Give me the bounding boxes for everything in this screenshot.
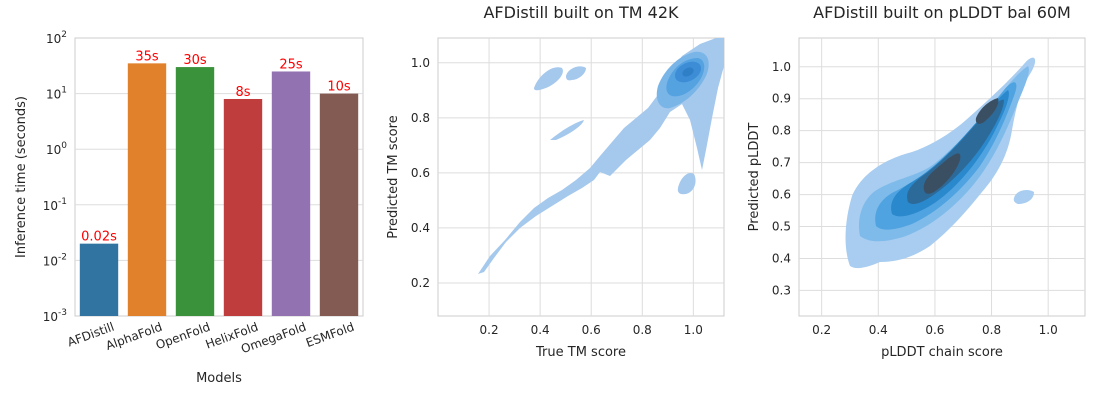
density-contours [478, 38, 724, 274]
density-contour-core-2 [975, 98, 999, 124]
y-axis-label: Predicted TM score [386, 115, 401, 238]
y-axis-label: Predicted pLDDT [747, 123, 762, 232]
y-tick-label: 0.6 [772, 188, 791, 202]
bar [271, 71, 311, 316]
grid [438, 38, 724, 316]
y-tick-label: 0.8 [772, 124, 791, 138]
y-tick-label: 1.0 [772, 60, 791, 74]
y-tick-label: 0.2 [411, 276, 430, 290]
chart-title: AFDistill built on pLDDT bal 60M [813, 3, 1071, 22]
density-contour-island-1 [534, 67, 563, 91]
x-tick-labels: 0.2 0.4 0.6 0.8 1.0 [812, 323, 1058, 337]
density-contour-island-4 [677, 172, 696, 195]
x-axis-label: Models [196, 371, 242, 386]
tm-score-density-chart: 0.2 0.4 0.6 0.8 1.0 0.2 0.4 0.6 0.8 1.0 AFDistil… [386, 3, 725, 360]
y-tick-label: 0.3 [772, 283, 791, 297]
x-tick-label: 0.8 [633, 323, 652, 337]
bars [79, 63, 359, 317]
bar [79, 243, 119, 316]
data-label: 35s [135, 49, 159, 64]
y-tick-label: 10-1 [43, 197, 67, 213]
x-tick-label: 0.6 [582, 323, 601, 337]
density-contour-island [1013, 190, 1034, 204]
data-label: 25s [279, 57, 303, 72]
x-axis-label: pLDDT chain score [881, 345, 1003, 360]
y-tick-label: 0.4 [772, 251, 791, 265]
y-tick-labels: 0.3 0.4 0.5 0.6 0.7 0.8 0.9 1.0 [772, 60, 791, 298]
data-label: 10s [327, 80, 351, 95]
density-contour-island-3 [550, 120, 584, 140]
x-tick-label: 1.0 [684, 323, 703, 337]
bar [319, 93, 359, 316]
y-tick-label: 1.0 [411, 56, 430, 70]
y-tick-label: 10-3 [43, 308, 67, 324]
data-labels: 0.02s 35s 30s 8s 25s 10s [81, 49, 351, 244]
x-tick-label: 0.6 [925, 323, 944, 337]
bar [127, 63, 167, 316]
data-label: 0.02s [81, 230, 117, 245]
inference-time-bar-chart: 10-3 10-2 10-1 100 101 102 AFDistillAlphaFold… [14, 30, 364, 386]
y-axis-label: Inference time (seconds) [14, 96, 29, 258]
y-tick-label: 0.4 [411, 221, 430, 235]
y-tick-label: 0.5 [772, 220, 791, 234]
y-tick-label: 102 [46, 30, 67, 46]
x-tick-labels: 0.2 0.4 0.6 0.8 1.0 [480, 323, 703, 337]
x-tick-label: 0.8 [982, 323, 1001, 337]
x-tick-label: 0.2 [812, 323, 831, 337]
x-tick-label: 0.2 [480, 323, 499, 337]
plot-area [74, 37, 364, 317]
y-tick-labels: 0.2 0.4 0.6 0.8 1.0 [411, 56, 430, 290]
y-tick-labels: 10-3 10-2 10-1 100 101 102 [43, 30, 68, 324]
y-tick-label: 10-2 [43, 252, 67, 268]
y-tick-label: 0.7 [772, 156, 791, 170]
x-tick-label: 0.4 [531, 323, 550, 337]
density-contours [845, 57, 1036, 269]
y-tick-label: 0.6 [411, 166, 430, 180]
bar [223, 98, 263, 317]
y-tick-label: 100 [46, 141, 67, 157]
y-tick-label: 0.9 [772, 92, 791, 106]
data-label: 30s [183, 53, 207, 68]
plddt-density-chart: 0.3 0.4 0.5 0.6 0.7 0.8 0.9 1.0 0.2 0.4 0.6 0.8 1.0… [747, 3, 1086, 360]
data-label: 8s [235, 85, 250, 100]
bar [175, 67, 215, 317]
density-contour-island-2 [566, 66, 586, 81]
x-tick-label: 0.4 [869, 323, 888, 337]
x-tick-label: OpenFold [154, 320, 212, 353]
x-tick-label: ESMFold [304, 320, 356, 350]
chart-title: AFDistill built on TM 42K [483, 3, 679, 22]
x-tick-labels: AFDistillAlphaFoldOpenFoldHelixFoldOmega… [66, 320, 357, 357]
density-contour-core-1 [923, 153, 961, 194]
density-contour-core [682, 67, 694, 77]
x-axis-label: True TM score [535, 345, 626, 360]
grid [75, 93, 363, 261]
y-tick-label: 101 [46, 86, 67, 102]
y-tick-label: 0.8 [411, 111, 430, 125]
x-tick-label: 1.0 [1039, 323, 1058, 337]
